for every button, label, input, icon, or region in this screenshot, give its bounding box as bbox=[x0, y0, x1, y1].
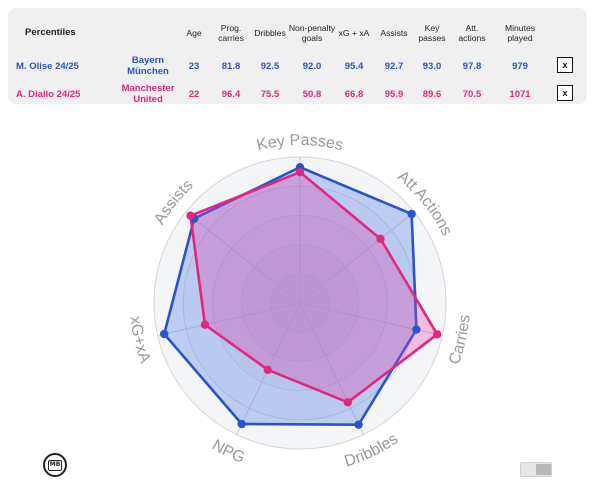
header-prog-carries: Prog. carries bbox=[218, 23, 244, 43]
value-prog-carries: 96.4 bbox=[221, 88, 241, 100]
data-point bbox=[433, 330, 442, 339]
data-point bbox=[200, 320, 210, 329]
value-non-penalty-goals: 50.8 bbox=[302, 88, 322, 100]
value-minutes-played: 979 bbox=[512, 60, 528, 72]
header-assists: Assists bbox=[380, 28, 408, 38]
value-minutes-played: 1071 bbox=[509, 88, 531, 100]
header-age: Age bbox=[186, 28, 202, 38]
header-att-actions: Att. actions bbox=[458, 23, 486, 43]
header-key-passes: Key passes bbox=[418, 23, 446, 43]
data-point bbox=[263, 365, 273, 375]
value-prog-carries: 81.8 bbox=[221, 60, 241, 72]
value-att-actions: 97.8 bbox=[462, 60, 482, 72]
value-dribbles: 75.5 bbox=[260, 88, 280, 100]
remove-player-button[interactable]: x bbox=[557, 57, 573, 73]
header-xg-xa: xG + xA bbox=[338, 28, 370, 38]
radar-spoke bbox=[299, 302, 364, 435]
toggle-switch[interactable] bbox=[520, 462, 552, 477]
player-name: M. Olise 24/25 bbox=[16, 60, 79, 72]
table-title: Percentiles bbox=[25, 27, 76, 38]
data-point bbox=[160, 329, 169, 339]
team-name: Manchester United bbox=[121, 83, 175, 105]
data-point bbox=[412, 325, 421, 334]
series-area bbox=[189, 170, 439, 404]
axis-label: xG+xA bbox=[127, 316, 154, 366]
value-age: 23 bbox=[188, 60, 200, 72]
radar-spoke bbox=[185, 211, 301, 304]
radar-spoke bbox=[299, 211, 415, 304]
player-name: A. Diallo 24/25 bbox=[16, 88, 81, 100]
header-non-penalty-goals: Non-penalty goals bbox=[288, 23, 336, 43]
axis-label: Key Passes bbox=[255, 132, 345, 155]
value-assists: 92.7 bbox=[384, 60, 404, 72]
axis-label: NPG bbox=[209, 437, 247, 467]
logo-text: MB bbox=[48, 459, 62, 471]
header-minutes-played: Minutes played bbox=[504, 23, 536, 43]
value-xg-xa: 95.4 bbox=[344, 60, 364, 72]
header-dribbles: Dribbles bbox=[254, 28, 286, 38]
value-age: 22 bbox=[188, 88, 200, 100]
data-point bbox=[237, 419, 246, 429]
value-non-penalty-goals: 92.0 bbox=[302, 60, 322, 72]
table-header: Percentiles Age Prog. carries Dribbles N… bbox=[8, 14, 587, 52]
remove-player-button[interactable]: x bbox=[557, 85, 573, 101]
data-point bbox=[295, 167, 305, 177]
data-point bbox=[376, 234, 385, 244]
value-key-passes: 89.6 bbox=[422, 88, 442, 100]
radar-spoke bbox=[157, 302, 301, 336]
data-point bbox=[354, 420, 363, 429]
value-xg-xa: 66.8 bbox=[344, 88, 364, 100]
series-area bbox=[162, 165, 418, 426]
data-point bbox=[186, 211, 195, 220]
value-att-actions: 70.5 bbox=[462, 88, 482, 100]
value-dribbles: 92.5 bbox=[260, 60, 280, 72]
axis-label: Carries bbox=[446, 314, 474, 367]
value-assists: 95.9 bbox=[384, 88, 404, 100]
data-point bbox=[407, 209, 416, 219]
logo-icon: MB bbox=[43, 453, 67, 477]
value-key-passes: 93.0 bbox=[422, 60, 442, 72]
data-point bbox=[343, 398, 353, 407]
percentiles-table: Percentiles Age Prog. carries Dribbles N… bbox=[8, 8, 587, 106]
table-row: M. Olise 24/25 Bayern München 23 81.8 92… bbox=[8, 54, 587, 78]
toggle-knob bbox=[536, 464, 551, 475]
team-name: Bayern München bbox=[127, 55, 169, 77]
table-row: A. Diallo 24/25 Manchester United 22 96.… bbox=[8, 82, 587, 106]
